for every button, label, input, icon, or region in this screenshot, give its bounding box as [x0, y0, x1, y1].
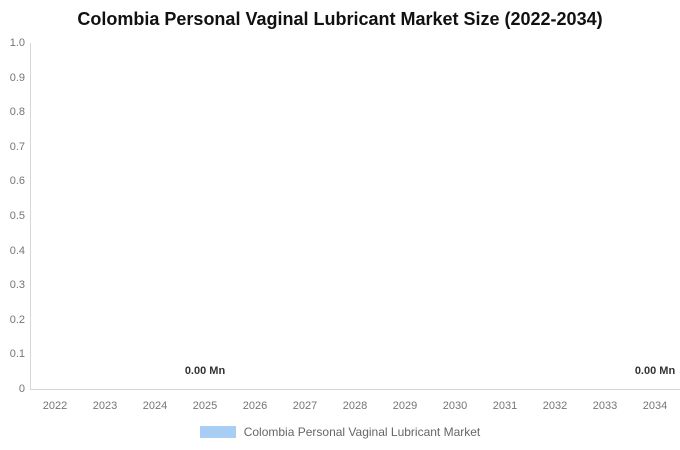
legend-swatch-icon [199, 426, 236, 438]
x-tick-label: 2023 [92, 400, 118, 412]
x-tick-label: 2024 [142, 400, 168, 412]
x-tick-label: 2034 [642, 400, 668, 412]
x-tick-label: 2022 [42, 400, 68, 412]
y-tick-label: 1.0 [9, 37, 25, 49]
y-tick-label: 0.1 [9, 348, 25, 361]
x-tick-label: 2027 [292, 400, 318, 412]
bar-value-label: 0.00 Mn [634, 365, 676, 377]
y-tick-label: 0.9 [9, 71, 25, 84]
y-tick-label: 0.2 [9, 313, 25, 326]
legend-label: Colombia Personal Vaginal Lubricant Mark… [243, 425, 481, 439]
y-tick-label: 0.6 [9, 175, 25, 188]
y-tick-label: 0.8 [9, 106, 25, 119]
y-tick-label: 0 [18, 383, 25, 395]
y-tick-label: 0.7 [9, 140, 25, 153]
x-tick-label: 2029 [392, 400, 418, 412]
x-tick-label: 2030 [442, 400, 468, 412]
x-tick-label: 2032 [542, 400, 568, 412]
y-tick-label: 0.5 [9, 210, 25, 222]
x-tick-label: 2025 [192, 400, 218, 412]
x-tick-label: 2028 [342, 400, 368, 412]
plot-area [30, 43, 680, 390]
x-tick-label: 2026 [242, 400, 268, 412]
chart-title: Colombia Personal Vaginal Lubricant Mark… [77, 9, 603, 29]
y-tick-label: 0.4 [9, 244, 25, 257]
bar-value-label: 0.00 Mn [184, 365, 226, 377]
x-tick-label: 2033 [592, 400, 618, 412]
x-tick-label: 2031 [492, 400, 518, 412]
y-tick-label: 0.3 [9, 279, 25, 292]
legend: Colombia Personal Vaginal Lubricant Mark… [0, 425, 680, 439]
legend-item[interactable]: Colombia Personal Vaginal Lubricant Mark… [199, 425, 481, 439]
